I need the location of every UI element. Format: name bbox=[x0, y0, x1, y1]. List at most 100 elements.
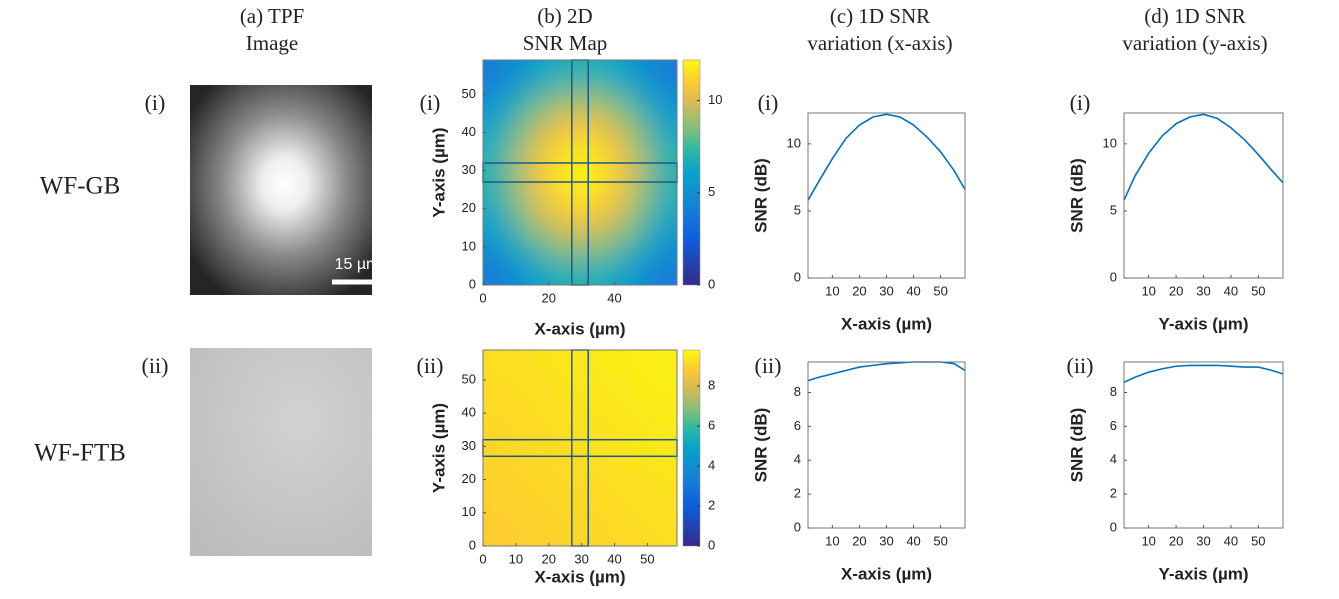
row-label: WF-GB bbox=[40, 173, 121, 200]
x-tick-label: 30 bbox=[879, 283, 893, 298]
heatmap-cell bbox=[604, 30, 629, 89]
column-header: Image bbox=[246, 31, 298, 55]
heatmap-cell bbox=[507, 88, 532, 117]
y-tick-label: 40 bbox=[462, 405, 476, 420]
colorbar-tick-label: 2 bbox=[708, 497, 715, 512]
heatmap-cell bbox=[629, 116, 654, 145]
y-axis-label: Y-axis (µm) bbox=[429, 403, 448, 493]
heatmap-cell bbox=[629, 229, 654, 258]
heatmap-cell bbox=[629, 448, 654, 473]
heatmap-cell bbox=[507, 201, 532, 230]
y-tick-label: 0 bbox=[794, 269, 801, 284]
y-tick-label: 10 bbox=[462, 238, 476, 253]
heatmap-cell bbox=[507, 144, 532, 173]
heatmap-cell bbox=[604, 116, 629, 145]
x-tick-label: 40 bbox=[607, 290, 621, 305]
heatmap-cell bbox=[629, 497, 654, 522]
heatmap-cell bbox=[580, 201, 605, 230]
heatmap-cell bbox=[629, 30, 654, 89]
y-tick-label: 50 bbox=[462, 86, 476, 101]
heatmap-cell bbox=[532, 144, 557, 173]
heatmap-cell bbox=[604, 229, 629, 258]
x-tick-label: 50 bbox=[1251, 283, 1265, 298]
heatmap-cell bbox=[580, 497, 605, 522]
heatmap-cell bbox=[507, 448, 532, 473]
x-tick-label: 20 bbox=[542, 551, 556, 566]
heatmap-cell bbox=[629, 257, 654, 316]
y-axis-label: SNR (dB) bbox=[751, 408, 770, 483]
colorbar-tick-label: 10 bbox=[708, 92, 722, 107]
heatmap-cell bbox=[604, 257, 629, 316]
x-tick-label: 50 bbox=[640, 551, 654, 566]
x-tick-label: 0 bbox=[479, 551, 486, 566]
colorbar bbox=[683, 60, 700, 285]
panel-label: (i) bbox=[420, 90, 441, 115]
column-header: variation (y-axis) bbox=[1122, 31, 1267, 55]
colorbar-tick-label: 5 bbox=[708, 184, 715, 199]
heatmap bbox=[453, 320, 708, 577]
heatmap-cell bbox=[604, 399, 629, 424]
heatmap-cell bbox=[580, 399, 605, 424]
heatmap-cell bbox=[556, 257, 581, 316]
y-axis-label: SNR (dB) bbox=[1067, 408, 1086, 483]
y-tick-label: 0 bbox=[794, 519, 801, 534]
x-tick-label: 40 bbox=[1224, 533, 1238, 548]
heatmap-cell bbox=[604, 144, 629, 173]
heatmap-cell bbox=[556, 116, 581, 145]
panel-label: (i) bbox=[145, 90, 166, 115]
heatmap-cell bbox=[629, 522, 654, 577]
heatmap-cell bbox=[507, 424, 532, 449]
x-tick-label: 0 bbox=[479, 290, 486, 305]
x-axis-label: Y-axis (µm) bbox=[1158, 314, 1248, 333]
heatmap-cell bbox=[556, 144, 581, 173]
heatmap-cell bbox=[580, 173, 605, 202]
heatmap-cell bbox=[532, 173, 557, 202]
heatmap-cell bbox=[556, 173, 581, 202]
x-tick-label: 10 bbox=[825, 533, 839, 548]
heatmap-cell bbox=[532, 257, 557, 316]
figure: (a) TPF Image (b) 2D SNR Map (c) 1D SNR … bbox=[0, 0, 1339, 599]
y-tick-label: 8 bbox=[1110, 384, 1117, 399]
axes-box bbox=[808, 113, 965, 278]
x-tick-label: 10 bbox=[1141, 283, 1155, 298]
heatmap-cell bbox=[556, 497, 581, 522]
tpf-image bbox=[190, 348, 372, 556]
y-tick-label: 4 bbox=[794, 452, 801, 467]
heatmap-cell bbox=[556, 448, 581, 473]
y-tick-label: 40 bbox=[462, 124, 476, 139]
heatmap-cell bbox=[580, 448, 605, 473]
panel-label: (ii) bbox=[142, 353, 169, 378]
y-tick-label: 20 bbox=[462, 200, 476, 215]
x-tick-label: 40 bbox=[1224, 283, 1238, 298]
y-tick-label: 5 bbox=[794, 202, 801, 217]
x-tick-label: 30 bbox=[1196, 283, 1210, 298]
x-tick-label: 10 bbox=[1141, 533, 1155, 548]
heatmap-cell bbox=[556, 201, 581, 230]
y-tick-label: 0 bbox=[1110, 519, 1117, 534]
heatmap-cell bbox=[556, 399, 581, 424]
column-header: (b) 2D bbox=[537, 4, 592, 28]
x-tick-label: 30 bbox=[879, 533, 893, 548]
heatmap-cell bbox=[580, 88, 605, 117]
x-tick-label: 20 bbox=[1169, 283, 1183, 298]
line bbox=[808, 362, 965, 381]
heatmap-cell bbox=[453, 257, 508, 316]
heatmap-cell bbox=[532, 448, 557, 473]
heatmap-cell bbox=[580, 257, 605, 316]
x-tick-label: 20 bbox=[1169, 533, 1183, 548]
heatmap-cell bbox=[629, 88, 654, 117]
x-axis-label: X-axis (µm) bbox=[841, 314, 932, 333]
heatmap-cell bbox=[532, 201, 557, 230]
heatmap-cell bbox=[507, 229, 532, 258]
axes-box bbox=[808, 362, 965, 528]
x-axis-label: X-axis (µm) bbox=[534, 567, 625, 586]
heatmap-cell bbox=[629, 473, 654, 498]
heatmap-cell bbox=[556, 424, 581, 449]
heatmap-cell bbox=[580, 116, 605, 145]
heatmap-cell bbox=[507, 399, 532, 424]
heatmap-cell bbox=[532, 473, 557, 498]
heatmap-cell bbox=[604, 424, 629, 449]
panel-label: (i) bbox=[758, 90, 779, 115]
heatmap bbox=[453, 30, 708, 316]
heatmap-cell bbox=[629, 173, 654, 202]
